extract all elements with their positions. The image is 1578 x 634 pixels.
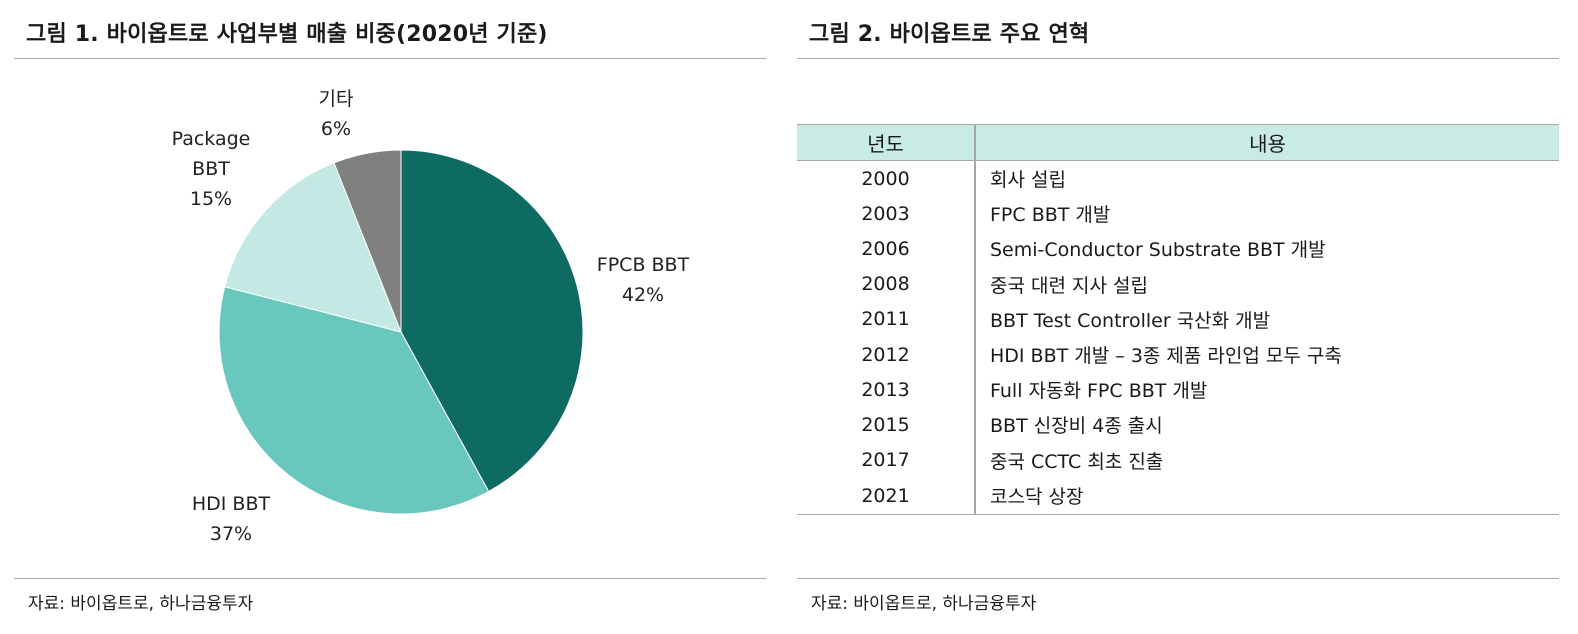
table-row: 2015 BBT 신장비 4종 출시 (797, 407, 1559, 443)
row-content: HDI BBT 개발 – 3종 제품 라인업 모두 구축 (974, 336, 1559, 373)
figure2-source: 자료: 바이옵트로, 하나금융투자 (811, 594, 1037, 614)
pie-label-0: FPCB BBT 42% (597, 254, 690, 306)
row-year: 2012 (861, 343, 910, 366)
pie-slice-2 (224, 162, 402, 333)
pie-slice-3 (333, 149, 402, 333)
row-content: FPC BBT 개발 (974, 196, 1559, 232)
row-year: 2017 (861, 449, 910, 472)
table-row: 2012 HDI BBT 개발 – 3종 제품 라인업 모두 구축 (797, 336, 1559, 373)
row-content: 코스닥 상장 (974, 477, 1559, 515)
row-content: 중국 대련 지사 설립 (974, 266, 1559, 302)
pie-slice-0 (400, 149, 584, 493)
figure1-source: 자료: 바이옵트로, 하나금융투자 (28, 594, 254, 614)
table-row: 2000 회사 설립 (797, 160, 1559, 197)
figure1-bottom-rule (14, 578, 766, 579)
table-row: 2013 Full 자동화 FPC BBT 개발 (797, 372, 1559, 408)
table-row: 2003 FPC BBT 개발 (797, 196, 1559, 232)
row-year: 2006 (861, 237, 910, 260)
header-content: 내용 (974, 124, 1559, 161)
row-year: 2011 (861, 308, 910, 331)
figure2-title: 그림 2. 바이옵트로 주요 연혁 (809, 22, 1090, 47)
table-row: 2011 BBT Test Controller 국산화 개발 (797, 301, 1559, 337)
table-header-row: 년도 내용 (797, 124, 1559, 161)
row-content: 회사 설립 (974, 160, 1559, 197)
row-year: 2008 (861, 273, 910, 296)
figure1-title: 그림 1. 바이옵트로 사업부별 매출 비중(2020년 기준) (26, 22, 548, 47)
pie-label-1: HDI BBT 37% (192, 493, 271, 545)
pie-chart: FPCB BBT 42% HDI BBT 37% Package BBT 15% 기타 6% (172, 88, 690, 545)
row-content: Semi-Conductor Substrate BBT 개발 (974, 231, 1559, 267)
row-content: 중국 CCTC 최초 진출 (974, 442, 1559, 478)
row-year: 2021 (797, 477, 975, 515)
figure1-top-rule (14, 58, 766, 59)
row-year: 2003 (861, 202, 910, 225)
figure2-bottom-rule (797, 578, 1559, 579)
table-row: 2006 Semi-Conductor Substrate BBT 개발 (797, 231, 1559, 267)
row-content: Full 자동화 FPC BBT 개발 (974, 372, 1559, 408)
row-content: BBT Test Controller 국산화 개발 (974, 301, 1559, 337)
figure2-top-rule (797, 58, 1559, 59)
pie-label-2: Package BBT 15% (172, 128, 251, 210)
table-row: 2017 중국 CCTC 최초 진출 (797, 442, 1559, 478)
figure1-panel: 그림 1. 바이옵트로 사업부별 매출 비중(2020년 기준) FPCB BB… (14, 0, 766, 634)
table-row: 2021 코스닥 상장 (797, 477, 1559, 515)
row-year: 2015 (861, 413, 910, 436)
row-content: BBT 신장비 4종 출시 (974, 407, 1559, 443)
history-table: 년도 내용 2000 회사 설립 2003 FPC BBT 개발 2006 Semi-… (797, 124, 1559, 515)
row-year: 2013 (861, 378, 910, 401)
header-year: 년도 (797, 124, 975, 161)
pie-slice-1 (218, 286, 490, 515)
row-year: 2000 (861, 167, 910, 190)
table-row: 2008 중국 대련 지사 설립 (797, 266, 1559, 302)
figure2-panel: 그림 2. 바이옵트로 주요 연혁 년도 내용 2000 회사 설립 2003 FP… (797, 0, 1559, 634)
pie-label-3: 기타 6% (319, 88, 354, 140)
